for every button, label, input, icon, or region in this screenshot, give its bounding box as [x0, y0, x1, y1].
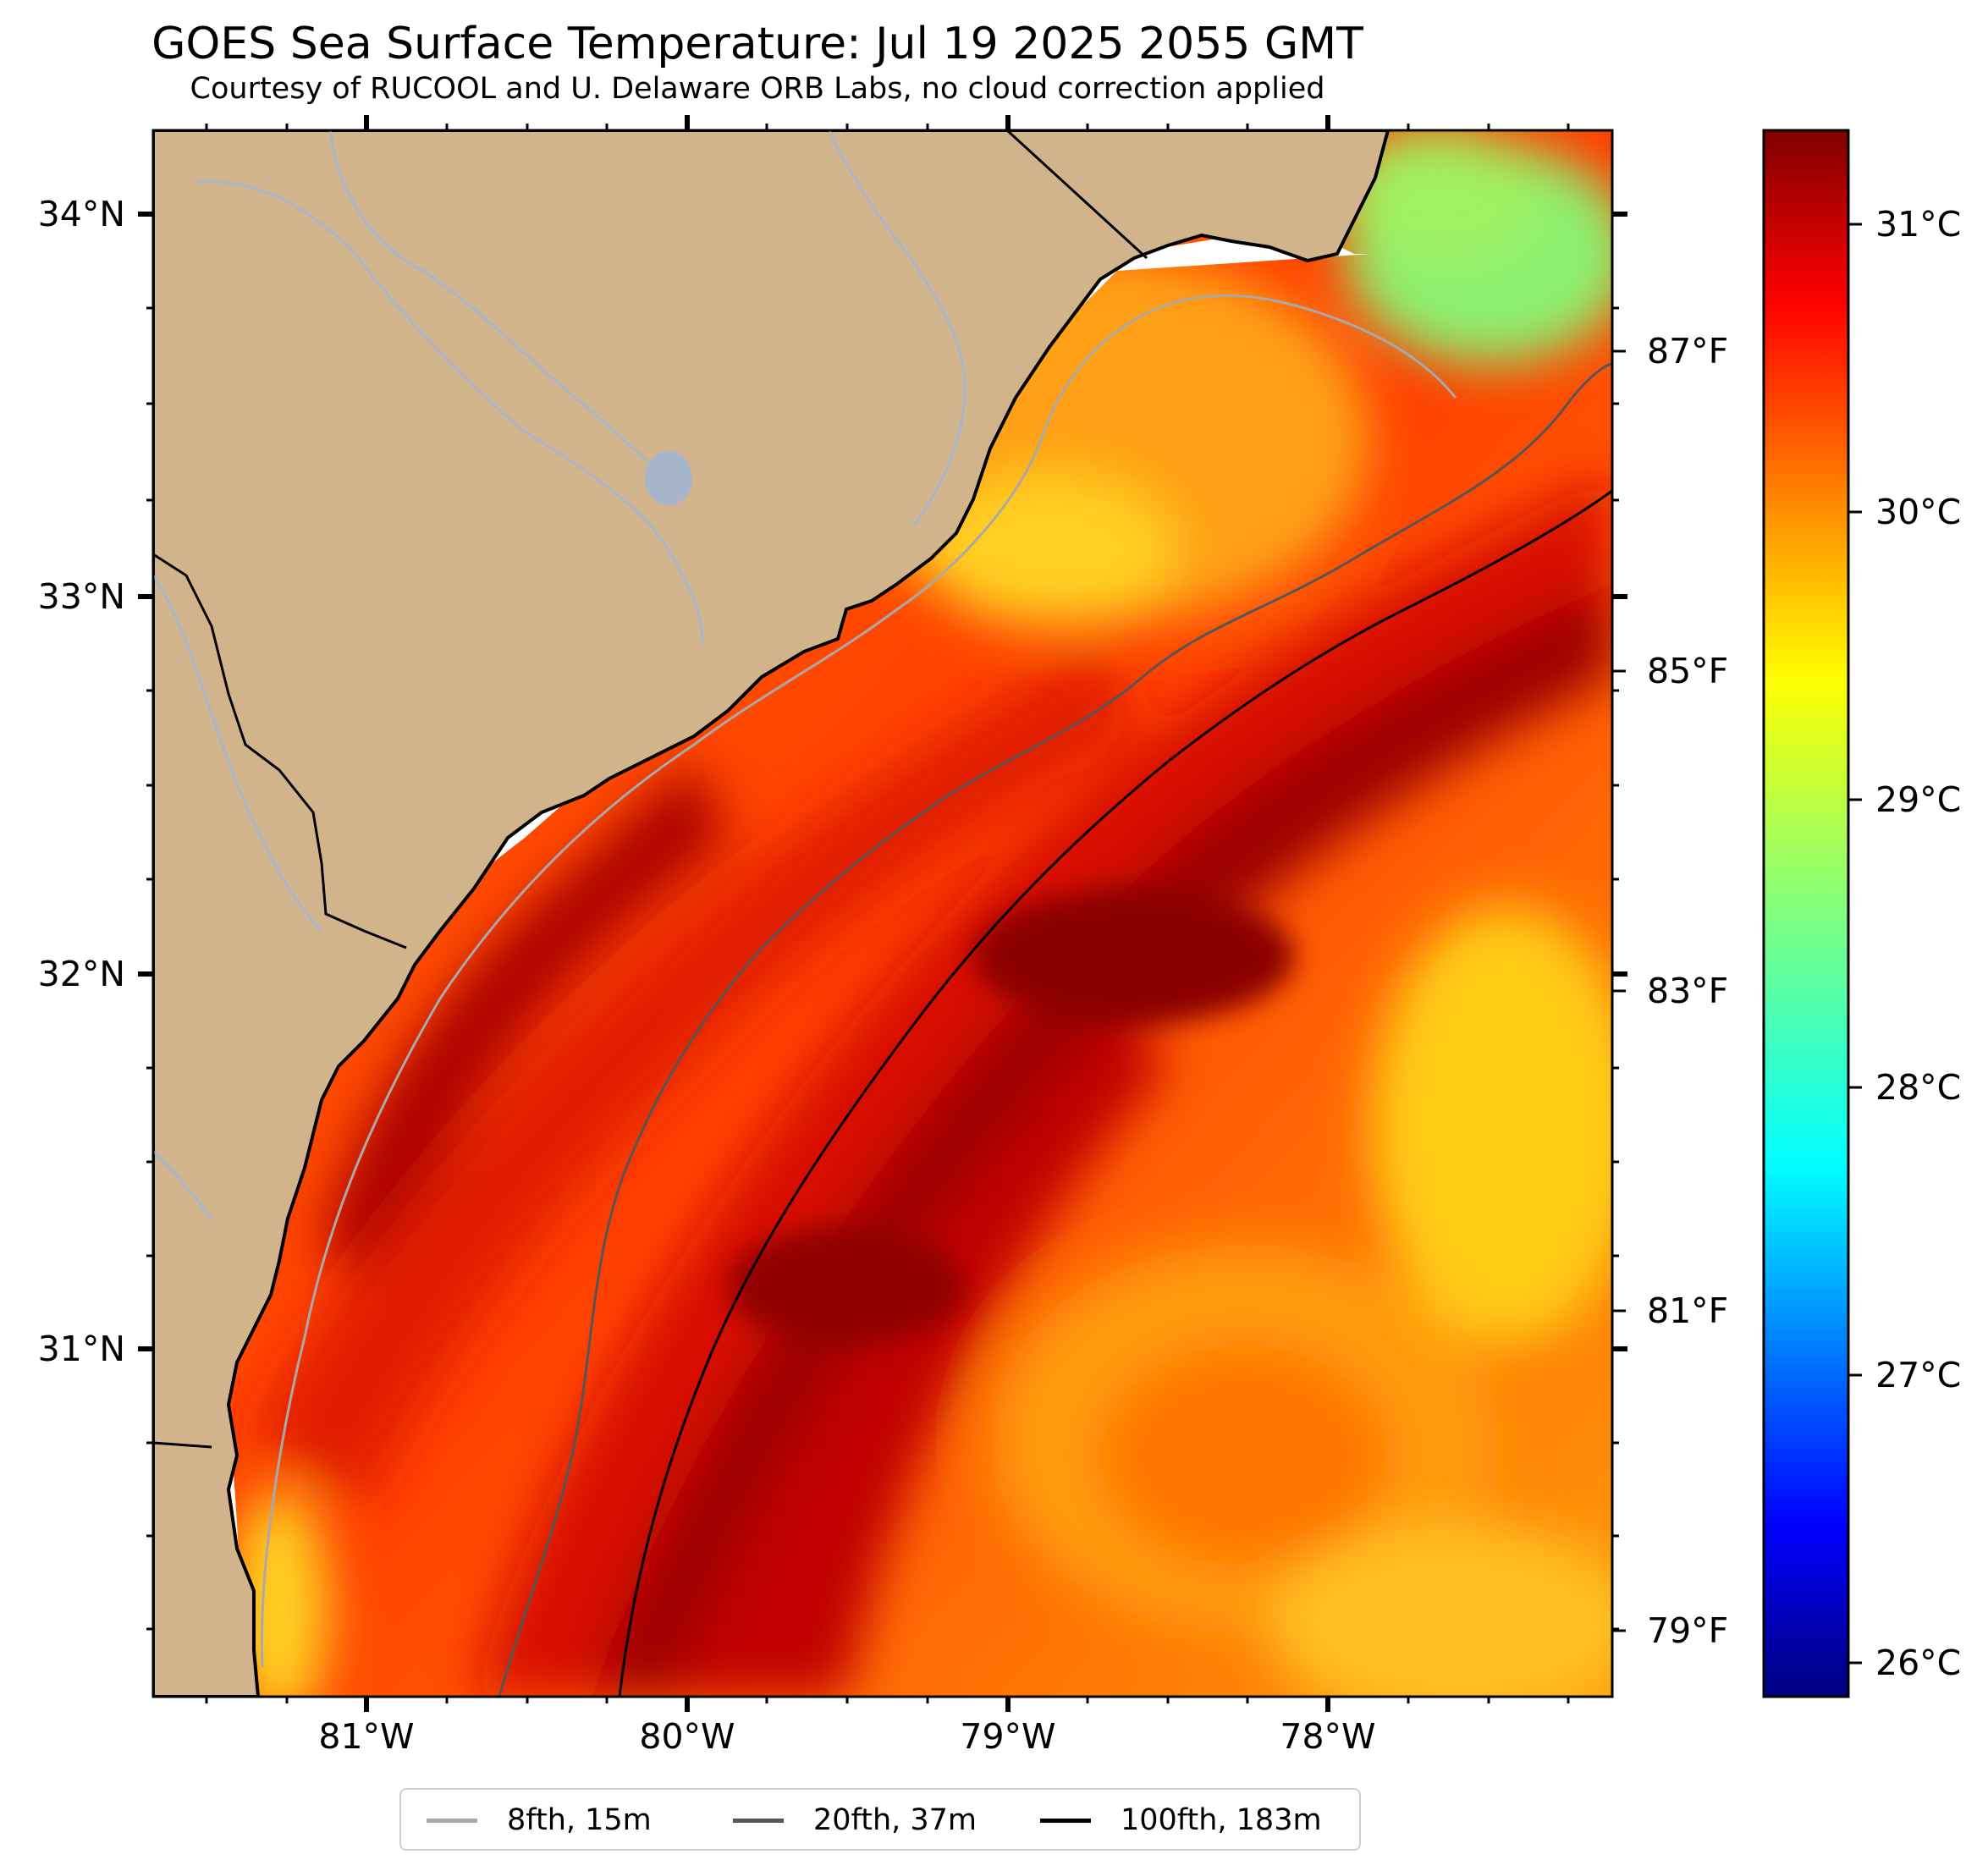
mid-shelf-warm-band [254, 643, 1134, 1506]
nearshore-cool-patch [922, 474, 1176, 626]
lat-label-34n: 34°N [37, 194, 125, 234]
map-frame [151, 129, 1614, 1698]
dark-warm-core-2 [728, 1227, 965, 1345]
state-border-sc-ga [153, 553, 407, 949]
dark-warm-core [973, 889, 1295, 1024]
colorbar [1762, 129, 1850, 1698]
legend-line-100fth [1040, 1819, 1091, 1823]
map-title: GOES Sea Surface Temperature: Jul 19 202… [151, 19, 1363, 69]
green-cool-patch-2 [1337, 130, 1540, 262]
lat-label-31n: 31°N [37, 1329, 125, 1369]
lat-label-32n: 32°N [37, 954, 125, 994]
legend-line-8fth [427, 1819, 477, 1823]
celsius-label-28: 28°C [1875, 1067, 1962, 1108]
fahrenheit-label-83: 83°F [1647, 971, 1729, 1011]
celsius-label-31: 31°C [1875, 204, 1962, 245]
lake-marion [645, 451, 692, 505]
legend-label-20fth: 20fth, 37m [813, 1803, 977, 1837]
lon-label-78w: 78°W [1280, 1716, 1376, 1757]
fahrenheit-label-87: 87°F [1647, 331, 1729, 371]
state-border-ga-fl [153, 1441, 212, 1449]
major-ticks [138, 115, 1627, 1712]
river-pee-dee [328, 130, 679, 493]
legend-box: 8fth, 15m 20fth, 37m 100fth, 183m [399, 1788, 1361, 1851]
celsius-label-29: 29°C [1875, 779, 1962, 820]
eastern-cool-patch [1371, 905, 1612, 1345]
lon-label-81w: 81°W [318, 1716, 415, 1757]
offshore-yellow-patch [1269, 1523, 1612, 1697]
fahrenheit-label-79: 79°F [1647, 1610, 1729, 1651]
legend-line-20fth [733, 1819, 784, 1823]
celsius-label-26: 26°C [1875, 1643, 1962, 1683]
contour-20fth [498, 362, 1612, 1697]
contour-100fth [618, 489, 1612, 1697]
colorbar-ticks [1612, 223, 1862, 1665]
lat-label-33n: 33°N [37, 576, 125, 617]
state-border-nc-sc [1005, 130, 1148, 260]
map-subtitle: Courtesy of RUCOOL and U. Delaware ORB L… [190, 72, 1325, 106]
celsius-label-30: 30°C [1875, 492, 1962, 532]
gulf-stream-edge [669, 1007, 1168, 1697]
lon-label-79w: 79°W [960, 1716, 1056, 1757]
eddy-core [1100, 1345, 1388, 1566]
lon-label-80w: 80°W [639, 1716, 735, 1757]
river-cape-fear [828, 130, 966, 526]
river-altamaha [153, 1149, 213, 1219]
nearshore-warm-band [322, 762, 728, 1286]
legend-label-100fth: 100fth, 183m [1121, 1803, 1322, 1837]
fahrenheit-label-85: 85°F [1647, 651, 1729, 691]
contour-8fth [260, 294, 1457, 1668]
land-mass [153, 130, 1390, 1697]
minor-ticks [146, 124, 1619, 1703]
celsius-label-27: 27°C [1875, 1355, 1962, 1395]
river-savannah [153, 575, 323, 933]
legend-label-8fth: 8fth, 15m [507, 1803, 652, 1837]
fahrenheit-label-81: 81°F [1647, 1290, 1729, 1331]
river-santee [194, 179, 704, 644]
